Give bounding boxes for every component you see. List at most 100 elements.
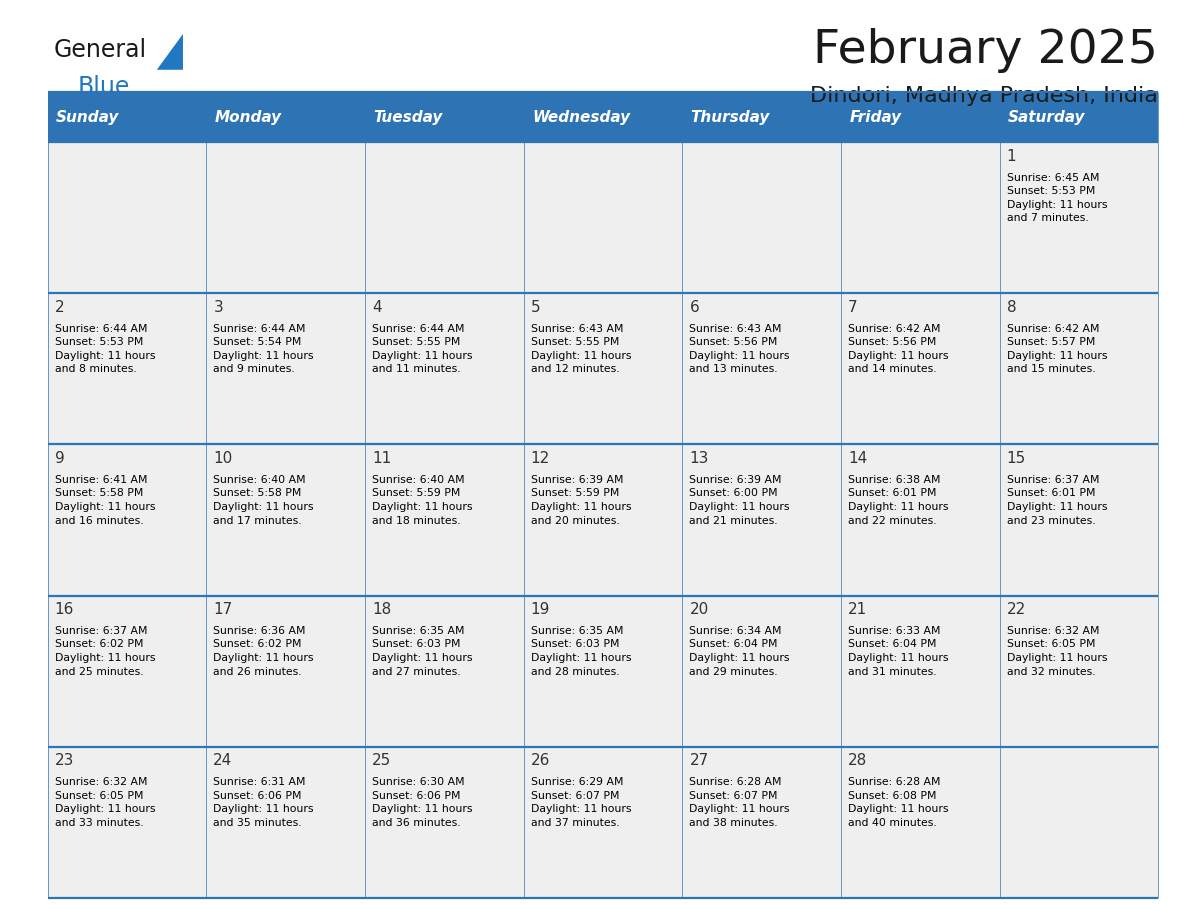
Text: 25: 25 <box>372 753 391 768</box>
Text: Sunrise: 6:44 AM
Sunset: 5:54 PM
Daylight: 11 hours
and 9 minutes.: Sunrise: 6:44 AM Sunset: 5:54 PM Dayligh… <box>214 324 314 375</box>
Bar <box>999 142 1158 294</box>
Text: Sunrise: 6:38 AM
Sunset: 6:01 PM
Daylight: 11 hours
and 22 minutes.: Sunrise: 6:38 AM Sunset: 6:01 PM Dayligh… <box>848 475 948 526</box>
Text: Dindori, Madhya Pradesh, India: Dindori, Madhya Pradesh, India <box>810 86 1158 106</box>
Text: Sunrise: 6:33 AM
Sunset: 6:04 PM
Daylight: 11 hours
and 31 minutes.: Sunrise: 6:33 AM Sunset: 6:04 PM Dayligh… <box>848 626 948 677</box>
Text: 5: 5 <box>531 300 541 315</box>
Text: Sunrise: 6:40 AM
Sunset: 5:59 PM
Daylight: 11 hours
and 18 minutes.: Sunrise: 6:40 AM Sunset: 5:59 PM Dayligh… <box>372 475 473 526</box>
Bar <box>841 142 999 294</box>
Bar <box>999 444 1158 596</box>
Text: 22: 22 <box>1006 602 1026 617</box>
Text: Sunrise: 6:31 AM
Sunset: 6:06 PM
Daylight: 11 hours
and 35 minutes.: Sunrise: 6:31 AM Sunset: 6:06 PM Dayligh… <box>214 777 314 828</box>
Bar <box>48 596 207 746</box>
Bar <box>524 596 682 746</box>
Bar <box>999 746 1158 898</box>
Text: 10: 10 <box>214 451 233 466</box>
Bar <box>207 596 365 746</box>
Text: 7: 7 <box>848 300 858 315</box>
Text: Sunrise: 6:41 AM
Sunset: 5:58 PM
Daylight: 11 hours
and 16 minutes.: Sunrise: 6:41 AM Sunset: 5:58 PM Dayligh… <box>55 475 156 526</box>
Bar <box>999 294 1158 444</box>
Text: Sunrise: 6:32 AM
Sunset: 6:05 PM
Daylight: 11 hours
and 33 minutes.: Sunrise: 6:32 AM Sunset: 6:05 PM Dayligh… <box>55 777 156 828</box>
Bar <box>365 294 524 444</box>
Bar <box>682 596 841 746</box>
Text: Sunrise: 6:42 AM
Sunset: 5:56 PM
Daylight: 11 hours
and 14 minutes.: Sunrise: 6:42 AM Sunset: 5:56 PM Dayligh… <box>848 324 948 375</box>
Text: 16: 16 <box>55 602 74 617</box>
Text: Monday: Monday <box>215 109 282 125</box>
Text: Blue: Blue <box>77 75 129 99</box>
Text: General: General <box>53 39 146 62</box>
Bar <box>841 294 999 444</box>
Bar <box>682 444 841 596</box>
Text: Sunrise: 6:29 AM
Sunset: 6:07 PM
Daylight: 11 hours
and 37 minutes.: Sunrise: 6:29 AM Sunset: 6:07 PM Dayligh… <box>531 777 631 828</box>
Text: 23: 23 <box>55 753 74 768</box>
Text: Sunrise: 6:28 AM
Sunset: 6:08 PM
Daylight: 11 hours
and 40 minutes.: Sunrise: 6:28 AM Sunset: 6:08 PM Dayligh… <box>848 777 948 828</box>
Polygon shape <box>157 34 183 70</box>
Text: Sunrise: 6:45 AM
Sunset: 5:53 PM
Daylight: 11 hours
and 7 minutes.: Sunrise: 6:45 AM Sunset: 5:53 PM Dayligh… <box>1006 173 1107 223</box>
Text: Sunrise: 6:43 AM
Sunset: 5:56 PM
Daylight: 11 hours
and 13 minutes.: Sunrise: 6:43 AM Sunset: 5:56 PM Dayligh… <box>689 324 790 375</box>
Bar <box>365 746 524 898</box>
Bar <box>48 92 1158 142</box>
Text: Sunrise: 6:39 AM
Sunset: 5:59 PM
Daylight: 11 hours
and 20 minutes.: Sunrise: 6:39 AM Sunset: 5:59 PM Dayligh… <box>531 475 631 526</box>
Text: Sunrise: 6:34 AM
Sunset: 6:04 PM
Daylight: 11 hours
and 29 minutes.: Sunrise: 6:34 AM Sunset: 6:04 PM Dayligh… <box>689 626 790 677</box>
Bar <box>48 444 207 596</box>
Text: Sunrise: 6:37 AM
Sunset: 6:01 PM
Daylight: 11 hours
and 23 minutes.: Sunrise: 6:37 AM Sunset: 6:01 PM Dayligh… <box>1006 475 1107 526</box>
Text: 27: 27 <box>689 753 708 768</box>
Text: Sunrise: 6:44 AM
Sunset: 5:55 PM
Daylight: 11 hours
and 11 minutes.: Sunrise: 6:44 AM Sunset: 5:55 PM Dayligh… <box>372 324 473 375</box>
Bar <box>999 596 1158 746</box>
Text: 28: 28 <box>848 753 867 768</box>
Text: Sunrise: 6:35 AM
Sunset: 6:03 PM
Daylight: 11 hours
and 28 minutes.: Sunrise: 6:35 AM Sunset: 6:03 PM Dayligh… <box>531 626 631 677</box>
Bar <box>841 746 999 898</box>
Text: Sunrise: 6:28 AM
Sunset: 6:07 PM
Daylight: 11 hours
and 38 minutes.: Sunrise: 6:28 AM Sunset: 6:07 PM Dayligh… <box>689 777 790 828</box>
Text: 11: 11 <box>372 451 391 466</box>
Text: Sunrise: 6:37 AM
Sunset: 6:02 PM
Daylight: 11 hours
and 25 minutes.: Sunrise: 6:37 AM Sunset: 6:02 PM Dayligh… <box>55 626 156 677</box>
Text: Saturday: Saturday <box>1007 109 1086 125</box>
Text: 14: 14 <box>848 451 867 466</box>
Bar <box>682 142 841 294</box>
Text: 6: 6 <box>689 300 699 315</box>
Text: Tuesday: Tuesday <box>373 109 443 125</box>
Text: February 2025: February 2025 <box>814 28 1158 73</box>
Text: Sunrise: 6:35 AM
Sunset: 6:03 PM
Daylight: 11 hours
and 27 minutes.: Sunrise: 6:35 AM Sunset: 6:03 PM Dayligh… <box>372 626 473 677</box>
Text: Sunrise: 6:36 AM
Sunset: 6:02 PM
Daylight: 11 hours
and 26 minutes.: Sunrise: 6:36 AM Sunset: 6:02 PM Dayligh… <box>214 626 314 677</box>
Bar <box>524 444 682 596</box>
Bar <box>207 142 365 294</box>
Text: 1: 1 <box>1006 149 1017 163</box>
Text: Sunrise: 6:44 AM
Sunset: 5:53 PM
Daylight: 11 hours
and 8 minutes.: Sunrise: 6:44 AM Sunset: 5:53 PM Dayligh… <box>55 324 156 375</box>
Text: 4: 4 <box>372 300 381 315</box>
Text: 15: 15 <box>1006 451 1026 466</box>
Text: 2: 2 <box>55 300 64 315</box>
Bar <box>207 444 365 596</box>
Bar <box>48 142 207 294</box>
Text: Sunrise: 6:40 AM
Sunset: 5:58 PM
Daylight: 11 hours
and 17 minutes.: Sunrise: 6:40 AM Sunset: 5:58 PM Dayligh… <box>214 475 314 526</box>
Bar <box>207 746 365 898</box>
Text: Sunrise: 6:32 AM
Sunset: 6:05 PM
Daylight: 11 hours
and 32 minutes.: Sunrise: 6:32 AM Sunset: 6:05 PM Dayligh… <box>1006 626 1107 677</box>
Bar <box>207 294 365 444</box>
Bar <box>48 294 207 444</box>
Text: 26: 26 <box>531 753 550 768</box>
Text: 21: 21 <box>848 602 867 617</box>
Text: Thursday: Thursday <box>690 109 770 125</box>
Bar <box>682 746 841 898</box>
Bar <box>365 444 524 596</box>
Text: Sunrise: 6:39 AM
Sunset: 6:00 PM
Daylight: 11 hours
and 21 minutes.: Sunrise: 6:39 AM Sunset: 6:00 PM Dayligh… <box>689 475 790 526</box>
Bar <box>524 142 682 294</box>
Bar <box>365 596 524 746</box>
Text: 24: 24 <box>214 753 233 768</box>
Text: 18: 18 <box>372 602 391 617</box>
Text: 3: 3 <box>214 300 223 315</box>
Text: 13: 13 <box>689 451 709 466</box>
Bar <box>48 746 207 898</box>
Text: 12: 12 <box>531 451 550 466</box>
Bar <box>682 294 841 444</box>
Text: 19: 19 <box>531 602 550 617</box>
Text: 20: 20 <box>689 602 708 617</box>
Text: 17: 17 <box>214 602 233 617</box>
Text: Sunrise: 6:30 AM
Sunset: 6:06 PM
Daylight: 11 hours
and 36 minutes.: Sunrise: 6:30 AM Sunset: 6:06 PM Dayligh… <box>372 777 473 828</box>
Bar <box>841 596 999 746</box>
Text: 8: 8 <box>1006 300 1017 315</box>
Bar <box>365 142 524 294</box>
Text: 9: 9 <box>55 451 64 466</box>
Text: Sunrise: 6:43 AM
Sunset: 5:55 PM
Daylight: 11 hours
and 12 minutes.: Sunrise: 6:43 AM Sunset: 5:55 PM Dayligh… <box>531 324 631 375</box>
Text: Friday: Friday <box>849 109 902 125</box>
Bar <box>524 746 682 898</box>
Bar <box>841 444 999 596</box>
